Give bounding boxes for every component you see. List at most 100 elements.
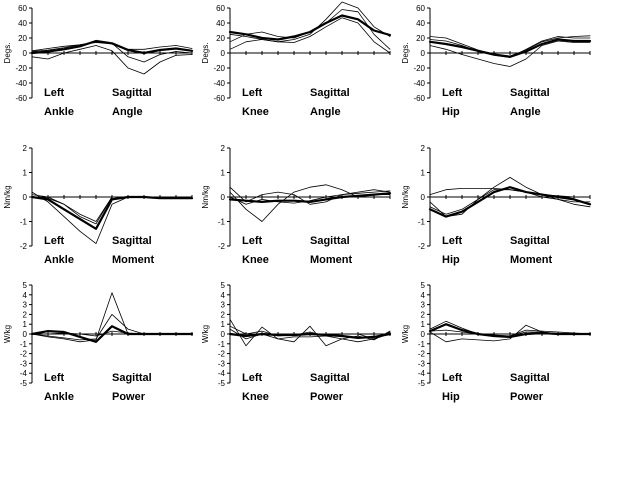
panel-caption-word: Sagittal [112, 372, 152, 384]
y-tick-label: 0 [421, 49, 426, 58]
series-line-1 [228, 192, 392, 203]
y-tick-label: 4 [221, 291, 226, 300]
y-tick-label: -40 [15, 79, 27, 88]
series-line-3 [229, 328, 391, 343]
y-tick-label: 0 [23, 193, 28, 202]
panel-caption-word: Sagittal [510, 372, 550, 384]
panel-caption-word: Angle [310, 106, 341, 118]
y-tick-label: -5 [418, 379, 426, 388]
y-tick-label: 1 [421, 169, 426, 178]
plot-panel-2: -60 -40 -20 0 20 40 60 Degs. Left Knee Sagittal Ang… [201, 1, 392, 118]
y-tick-label: 2 [23, 144, 28, 153]
y-tick-label: 0 [421, 330, 426, 339]
y-tick-label: -3 [20, 359, 28, 368]
panel-caption-word: Sagittal [510, 87, 550, 99]
series-line-2 [429, 177, 591, 217]
series-line-4 [229, 17, 391, 54]
y-tick-label: 2 [221, 310, 226, 319]
y-tick-label: 1 [23, 169, 28, 178]
y-tick-label: 20 [216, 34, 225, 43]
y-tick-label: -60 [213, 94, 225, 103]
panel-caption-word: Sagittal [310, 372, 350, 384]
y-axis-label: Nm/kg [3, 185, 12, 208]
y-tick-label: 2 [23, 310, 28, 319]
y-tick-label: -1 [20, 218, 28, 227]
y-tick-label: -2 [418, 350, 426, 359]
y-tick-label: 4 [421, 291, 426, 300]
y-axis-label: W/kg [401, 325, 410, 343]
plot-panel-4: -2 -1 0 1 2 Nm/kg Left Ankle Sagittal Moment [3, 144, 194, 266]
series-line-4 [31, 330, 193, 337]
y-tick-label: 3 [23, 301, 28, 310]
y-axis-label: W/kg [201, 325, 210, 343]
y-tick-label: -4 [218, 369, 226, 378]
panel-caption-word: Knee [242, 254, 269, 266]
panel-caption-word: Left [442, 235, 463, 247]
panel-caption-word: Sagittal [310, 87, 350, 99]
y-tick-label: -2 [20, 350, 28, 359]
y-tick-label: -2 [218, 350, 226, 359]
panel-caption-word: Ankle [44, 391, 74, 403]
y-tick-label: -20 [413, 64, 425, 73]
y-tick-label: 1 [221, 169, 226, 178]
y-tick-label: 0 [23, 330, 28, 339]
y-tick-label: -5 [218, 379, 226, 388]
panel-caption-word: Angle [112, 106, 143, 118]
y-tick-label: -3 [418, 359, 426, 368]
panel-caption-word: Sagittal [310, 235, 350, 247]
panel-caption-word: Left [44, 235, 65, 247]
y-tick-label: -20 [15, 64, 27, 73]
panel-caption-word: Moment [112, 254, 155, 266]
y-tick-label: -1 [218, 340, 226, 349]
series-line-3 [429, 324, 591, 343]
panel-caption-word: Left [442, 87, 463, 99]
plot-panel-1: -60 -40 -20 0 20 40 60 Degs. Left Ankle Sagittal An… [3, 4, 194, 118]
series-line-3 [31, 45, 193, 75]
y-tick-label: -1 [218, 218, 226, 227]
y-tick-label: -2 [20, 242, 28, 251]
y-tick-label: -4 [20, 369, 28, 378]
y-tick-label: 0 [421, 193, 426, 202]
panel-caption-word: Hip [442, 254, 460, 266]
panel-caption-word: Knee [242, 391, 269, 403]
y-tick-label: 0 [221, 193, 226, 202]
y-tick-label: 60 [18, 4, 27, 13]
plot-panel-6: -2 -1 0 1 2 Nm/kg Left Hip Sagittal Moment [401, 144, 592, 266]
y-tick-label: -3 [218, 359, 226, 368]
y-tick-label: 5 [421, 281, 426, 290]
series-line-1 [428, 38, 592, 58]
series-line-3 [229, 184, 391, 222]
plot-panel-3: -60 -40 -20 0 20 40 60 Degs. Left Hip Sagittal Angl… [401, 4, 592, 118]
y-axis-label: Degs. [401, 43, 410, 64]
panel-caption-word: Moment [510, 254, 553, 266]
y-tick-label: 0 [221, 49, 226, 58]
y-tick-label: 60 [216, 4, 225, 13]
panel-caption-word: Power [112, 391, 146, 403]
series-line-4 [429, 329, 591, 337]
panel-caption-word: Angle [510, 106, 541, 118]
panel-caption-word: Left [242, 372, 263, 384]
y-tick-label: -20 [213, 64, 225, 73]
series-line-4 [229, 186, 391, 205]
y-tick-label: 3 [221, 301, 226, 310]
y-tick-label: 4 [23, 291, 28, 300]
panel-caption-word: Left [442, 372, 463, 384]
y-tick-label: -40 [213, 79, 225, 88]
y-tick-label: -2 [218, 242, 226, 251]
series-line-3 [229, 9, 391, 50]
series-line-4 [429, 188, 591, 198]
panel-caption-word: Power [510, 391, 544, 403]
series-line-1 [30, 195, 194, 230]
y-tick-label: 2 [421, 310, 426, 319]
panel-caption-word: Sagittal [510, 235, 550, 247]
y-tick-label: -60 [15, 94, 27, 103]
y-tick-label: 20 [18, 34, 27, 43]
series-line-2 [229, 1, 391, 43]
y-axis-label: W/kg [3, 325, 12, 343]
panel-caption-word: Moment [310, 254, 353, 266]
y-tick-label: 20 [416, 34, 425, 43]
